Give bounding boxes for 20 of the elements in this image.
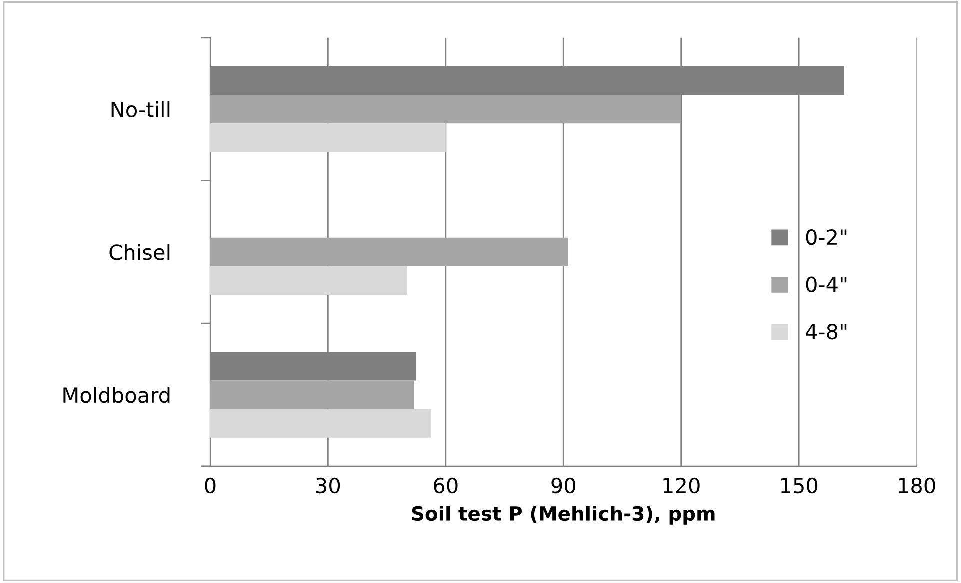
bar <box>210 238 568 266</box>
x-tick-label: 30 <box>316 478 340 494</box>
x-tick-label: 120 <box>664 478 700 494</box>
y-tick-label: Chisel <box>110 244 170 260</box>
bar <box>210 95 682 124</box>
legend-label: 4-8" <box>806 324 847 340</box>
legend-label: 0-4" <box>806 276 847 292</box>
bar <box>210 409 432 438</box>
x-tick-label: 60 <box>434 478 458 494</box>
x-tick-label: 180 <box>899 478 936 494</box>
x-axis-title: Soil test P (Mehlich-3), ppm <box>412 506 715 525</box>
bar <box>210 124 446 152</box>
legend-label: 0-2" <box>806 229 847 246</box>
x-tick-label: 0 <box>205 478 216 494</box>
bar <box>210 266 408 295</box>
x-tick-label: 90 <box>552 478 576 494</box>
y-tick-label: Moldboard <box>64 387 170 404</box>
bar <box>210 380 414 410</box>
x-tick-label: 150 <box>781 478 818 494</box>
y-tick-label: No-till <box>112 101 170 118</box>
